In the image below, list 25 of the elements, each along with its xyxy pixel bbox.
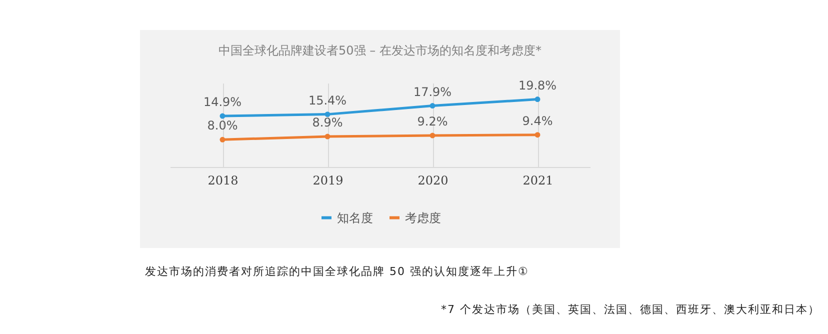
data-label: 8.9% [312,116,343,130]
data-label: 19.8% [518,78,557,92]
point [534,96,540,102]
data-label: 9.4% [522,114,553,128]
point [324,134,330,140]
x-tick-label: 2021 [522,174,554,188]
x-tick-label: 2019 [312,174,344,188]
point [220,113,226,119]
data-label: 9.2% [417,114,448,129]
point [534,132,540,138]
text: *7 个发达市场（美国、英国、法国、德国、西班牙、澳大利亚和日本） [441,302,820,317]
legend-label: 知名度 [337,210,373,225]
chart-title: 中国全球化品牌建设者50强 – 在发达市场的知名度和考虑度* [218,43,542,58]
data-label: 8.0% [207,118,238,133]
data-label: 15.4% [308,93,347,108]
text: 发达市场的消费者对所追踪的中国全球化品牌 50 强的认知度逐年上升① [145,264,529,279]
x-tick-label: 2020 [418,174,448,188]
point [220,136,226,142]
point [430,132,436,138]
legend-label: 考虑度 [405,210,441,225]
data-label: 17.9% [413,84,452,99]
x-tick-label: 2018 [208,174,238,188]
data-label: 14.9% [203,95,242,110]
point [430,103,436,108]
point [324,112,330,118]
